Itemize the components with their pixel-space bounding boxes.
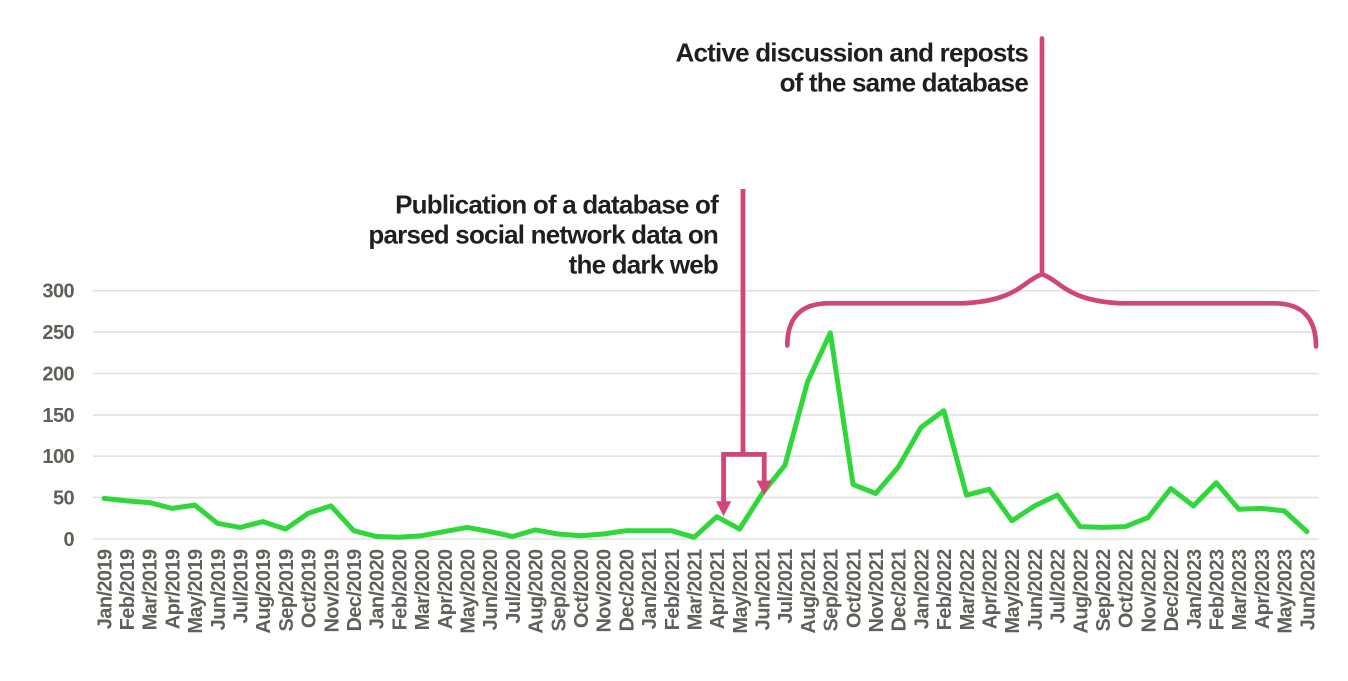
svg-text:May/2019: May/2019	[185, 549, 207, 634]
svg-text:Mar/2022: Mar/2022	[957, 549, 979, 630]
svg-text:May/2022: May/2022	[1002, 549, 1024, 634]
svg-text:May/2023: May/2023	[1275, 549, 1297, 634]
svg-text:Jul/2020: Jul/2020	[503, 549, 525, 624]
svg-text:May/2021: May/2021	[730, 549, 752, 634]
svg-text:Dec/2022: Dec/2022	[1161, 549, 1183, 631]
svg-text:Aug/2021: Aug/2021	[798, 549, 820, 634]
svg-text:Jun/2019: Jun/2019	[208, 549, 230, 630]
svg-text:Aug/2019: Aug/2019	[253, 549, 275, 634]
svg-text:parsed social network data on: parsed social network data on	[368, 220, 718, 250]
svg-text:50: 50	[53, 488, 75, 510]
svg-text:Oct/2022: Oct/2022	[1116, 549, 1138, 628]
svg-text:0: 0	[63, 529, 74, 551]
svg-text:200: 200	[42, 364, 74, 386]
svg-text:Sep/2019: Sep/2019	[276, 549, 298, 631]
svg-text:Sep/2022: Sep/2022	[1093, 549, 1115, 631]
svg-text:Dec/2020: Dec/2020	[616, 549, 638, 631]
svg-text:Apr/2021: Apr/2021	[707, 549, 729, 629]
svg-text:Feb/2022: Feb/2022	[934, 549, 956, 630]
svg-text:Jun/2021: Jun/2021	[753, 549, 775, 630]
svg-text:Jan/2021: Jan/2021	[639, 549, 661, 629]
svg-text:Feb/2021: Feb/2021	[662, 549, 684, 630]
svg-text:Nov/2020: Nov/2020	[594, 549, 616, 633]
svg-text:150: 150	[42, 405, 74, 427]
svg-text:May/2020: May/2020	[458, 549, 480, 634]
svg-text:Jun/2022: Jun/2022	[1025, 549, 1047, 630]
svg-text:Mar/2020: Mar/2020	[412, 549, 434, 630]
svg-text:250: 250	[42, 322, 74, 344]
svg-text:Jul/2019: Jul/2019	[231, 549, 253, 624]
svg-text:Oct/2020: Oct/2020	[571, 549, 593, 628]
svg-text:Aug/2020: Aug/2020	[526, 549, 548, 634]
svg-text:Jul/2021: Jul/2021	[775, 549, 797, 624]
svg-text:Feb/2020: Feb/2020	[389, 549, 411, 630]
svg-text:Jun/2020: Jun/2020	[480, 549, 502, 630]
svg-text:Apr/2019: Apr/2019	[162, 549, 184, 629]
svg-text:Nov/2019: Nov/2019	[321, 549, 343, 633]
svg-text:Sep/2021: Sep/2021	[821, 549, 843, 631]
svg-text:Oct/2021: Oct/2021	[843, 549, 865, 628]
svg-text:Active discussion and reposts: Active discussion and reposts	[676, 38, 1029, 68]
svg-text:Apr/2022: Apr/2022	[980, 549, 1002, 629]
svg-text:Apr/2023: Apr/2023	[1252, 549, 1274, 629]
svg-text:Jan/2019: Jan/2019	[94, 549, 116, 629]
svg-text:300: 300	[42, 281, 74, 303]
svg-text:Jan/2023: Jan/2023	[1184, 549, 1206, 629]
svg-text:Jan/2022: Jan/2022	[911, 549, 933, 629]
svg-text:Publication of a database of: Publication of a database of	[395, 190, 719, 220]
svg-text:Aug/2022: Aug/2022	[1070, 549, 1092, 634]
svg-text:Feb/2019: Feb/2019	[117, 549, 139, 630]
svg-text:Oct/2019: Oct/2019	[299, 549, 321, 628]
svg-text:Sep/2020: Sep/2020	[548, 549, 570, 631]
svg-text:Nov/2022: Nov/2022	[1138, 549, 1160, 633]
svg-text:Mar/2023: Mar/2023	[1229, 549, 1251, 630]
svg-text:Jul/2022: Jul/2022	[1048, 549, 1070, 624]
svg-text:100: 100	[42, 446, 74, 468]
svg-text:the dark web: the dark web	[569, 250, 718, 280]
svg-text:Jun/2023: Jun/2023	[1297, 549, 1319, 630]
svg-text:Mar/2019: Mar/2019	[140, 549, 162, 630]
svg-text:Mar/2021: Mar/2021	[684, 549, 706, 630]
svg-text:Dec/2019: Dec/2019	[344, 549, 366, 631]
svg-text:Nov/2021: Nov/2021	[866, 549, 888, 633]
svg-text:Apr/2020: Apr/2020	[435, 549, 457, 629]
svg-text:Dec/2021: Dec/2021	[889, 549, 911, 631]
svg-text:of the same database: of the same database	[780, 68, 1029, 98]
svg-text:Feb/2023: Feb/2023	[1207, 549, 1229, 630]
svg-text:Jan/2020: Jan/2020	[367, 549, 389, 629]
